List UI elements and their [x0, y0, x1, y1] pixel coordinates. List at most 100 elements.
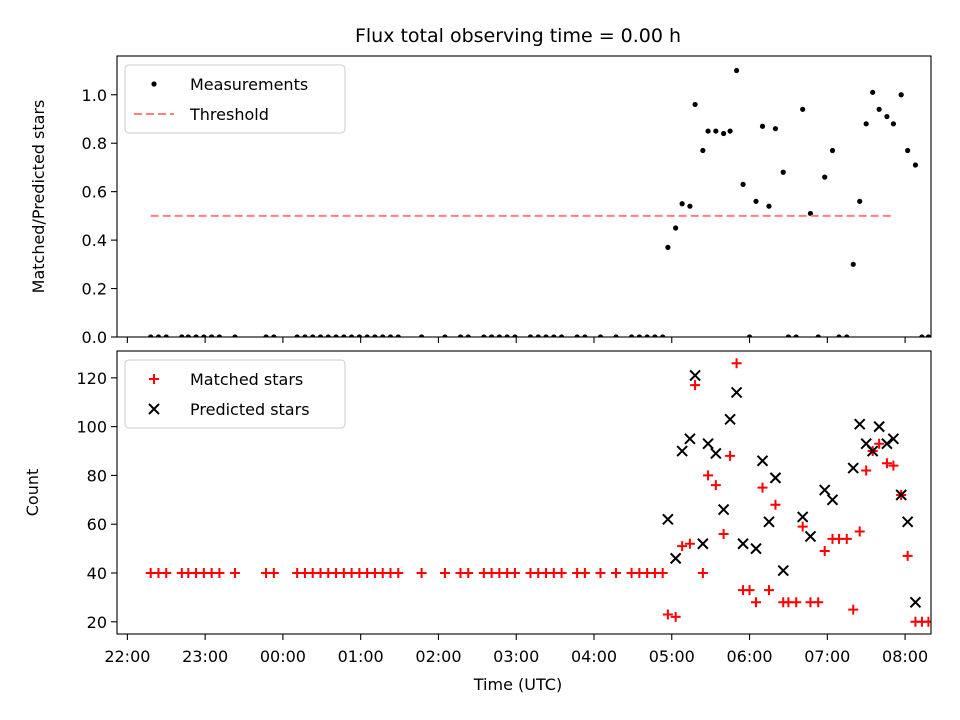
matched-star-point — [888, 460, 899, 471]
measurement-point — [496, 334, 502, 337]
predicted-star-point — [819, 484, 831, 496]
measurement-point — [785, 334, 792, 337]
x-tick-label: 03:00 — [493, 647, 539, 666]
y-tick-label: 40 — [87, 564, 107, 583]
matched-star-point — [393, 568, 404, 579]
matched-star-point — [416, 568, 427, 579]
matched-star-point — [657, 568, 668, 579]
measurement-point — [216, 334, 222, 337]
predicted-star-point — [756, 455, 769, 467]
measurement-point — [628, 334, 635, 337]
measurement-point — [465, 334, 471, 337]
legend-measurement-swatch — [151, 81, 157, 87]
matched-star-point — [841, 533, 852, 544]
measurement-point — [356, 334, 362, 337]
measurement-point — [733, 67, 740, 74]
predicted-star-point — [684, 433, 696, 445]
predicted-star-point — [895, 489, 907, 501]
legend-matched-swatch — [149, 374, 159, 384]
measurement-point — [759, 123, 766, 129]
legend-predicted-swatch — [148, 403, 160, 415]
matched-star-point — [763, 585, 774, 596]
measurement-point — [863, 121, 869, 127]
measurement-point — [349, 334, 355, 337]
measurement-point — [341, 334, 347, 337]
y-tick-label: 20 — [87, 613, 107, 632]
matched-star-point — [268, 568, 279, 579]
measurement-point — [457, 334, 464, 337]
measurement-point — [232, 334, 238, 337]
predicted-star-point — [669, 552, 682, 565]
predicted-star-point — [697, 538, 709, 550]
predicted-star-point — [909, 596, 922, 608]
measurement-point — [898, 92, 904, 98]
legend: Measurements Threshold — [124, 64, 346, 134]
predicted-star-point — [676, 445, 688, 457]
measurement-point — [721, 130, 727, 137]
y-tick-label: 60 — [87, 515, 107, 534]
chart-title: Flux total observing time = 0.00 h — [355, 25, 681, 47]
measurement-point — [613, 334, 619, 337]
measurement-point — [535, 334, 541, 337]
y-tick-label: 1.0 — [82, 86, 107, 105]
measurement-point — [527, 334, 534, 337]
measurement-point — [884, 113, 890, 120]
plot-area — [145, 358, 931, 627]
measurement-point — [850, 261, 856, 267]
matched-star-point — [463, 568, 474, 579]
legend-box — [124, 64, 346, 134]
measurement-point — [481, 334, 487, 337]
predicted-star-point — [662, 513, 674, 526]
measurement-point — [271, 334, 277, 337]
x-tick-label: 04:00 — [571, 647, 617, 666]
measurement-point — [317, 334, 324, 337]
measurement-point — [925, 334, 931, 337]
matched-star-point — [819, 546, 830, 557]
matched-star-point — [744, 585, 755, 596]
measurement-point — [302, 334, 308, 337]
measurement-point — [673, 225, 679, 231]
y-tick-label: 0.2 — [82, 280, 107, 299]
measurement-point — [687, 203, 693, 209]
matched-star-point — [677, 541, 688, 552]
matched-star-point — [770, 499, 781, 510]
x-tick-label: 02:00 — [415, 647, 461, 666]
matched-star-point — [848, 604, 859, 615]
matched-star-point — [439, 568, 450, 579]
x-tick-label: 23:00 — [182, 647, 228, 666]
predicted-star-point — [702, 437, 714, 450]
series-measurements — [148, 67, 931, 337]
measurement-point — [310, 334, 316, 337]
plot-area — [148, 67, 931, 337]
matched-star-point — [725, 450, 736, 461]
measurement-point — [890, 121, 897, 127]
predicted-star-point — [881, 437, 893, 450]
predicted-star-point — [769, 472, 782, 484]
y-tick-label: 0.8 — [82, 134, 107, 153]
measurement-point — [746, 334, 753, 337]
measurement-point — [263, 334, 269, 337]
matched-star-point — [214, 568, 225, 579]
y-tick-label: 80 — [87, 466, 107, 485]
x-tick-label: 06:00 — [726, 647, 772, 666]
x-tick-label: 07:00 — [804, 647, 850, 666]
measurement-point — [442, 334, 448, 337]
measurement-point — [644, 334, 650, 337]
predicted-star-point — [689, 369, 701, 382]
measurement-point — [870, 89, 876, 95]
x-tick-label: 05:00 — [649, 647, 695, 666]
measurement-point — [665, 244, 671, 250]
measurement-point — [912, 162, 919, 168]
measurement-point — [876, 106, 882, 112]
matched-star-point — [703, 470, 714, 481]
x-axis-label: Time (UTC) — [473, 675, 562, 694]
measurement-point — [815, 334, 821, 337]
y-tick-label: 100 — [76, 418, 107, 437]
legend-entry-label: Measurements — [190, 75, 308, 94]
matched-star-point — [902, 550, 913, 561]
measurement-point — [905, 147, 911, 154]
matched-star-point — [731, 358, 742, 369]
measurement-point — [919, 334, 925, 337]
measurement-point — [372, 334, 378, 337]
